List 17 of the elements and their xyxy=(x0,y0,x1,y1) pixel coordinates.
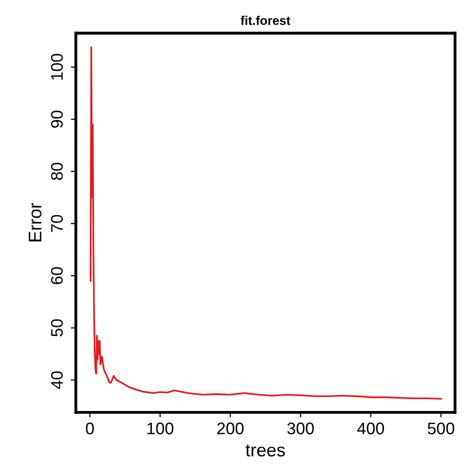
x-tick-label: 500 xyxy=(428,422,454,434)
y-tick-label: 80 xyxy=(51,162,63,180)
y-axis-title: Error xyxy=(28,203,42,242)
y-tick-label: 60 xyxy=(51,267,63,284)
y-tick-label: 40 xyxy=(51,371,63,389)
line-series xyxy=(90,46,442,400)
x-tick-label: 100 xyxy=(147,422,174,434)
y-tick-label: 100 xyxy=(51,54,63,80)
x-tick-label: 400 xyxy=(357,422,384,434)
y-tick-label: 70 xyxy=(51,214,63,232)
x-axis-title: trees xyxy=(246,444,285,456)
x-tick-label: 300 xyxy=(287,422,314,434)
x-tick-label: 0 xyxy=(86,422,94,434)
chart-title: fit.forest xyxy=(240,16,290,25)
x-tick-label: 200 xyxy=(217,422,244,434)
y-tick-label: 90 xyxy=(51,110,63,128)
y-tick-label: 50 xyxy=(51,319,63,336)
